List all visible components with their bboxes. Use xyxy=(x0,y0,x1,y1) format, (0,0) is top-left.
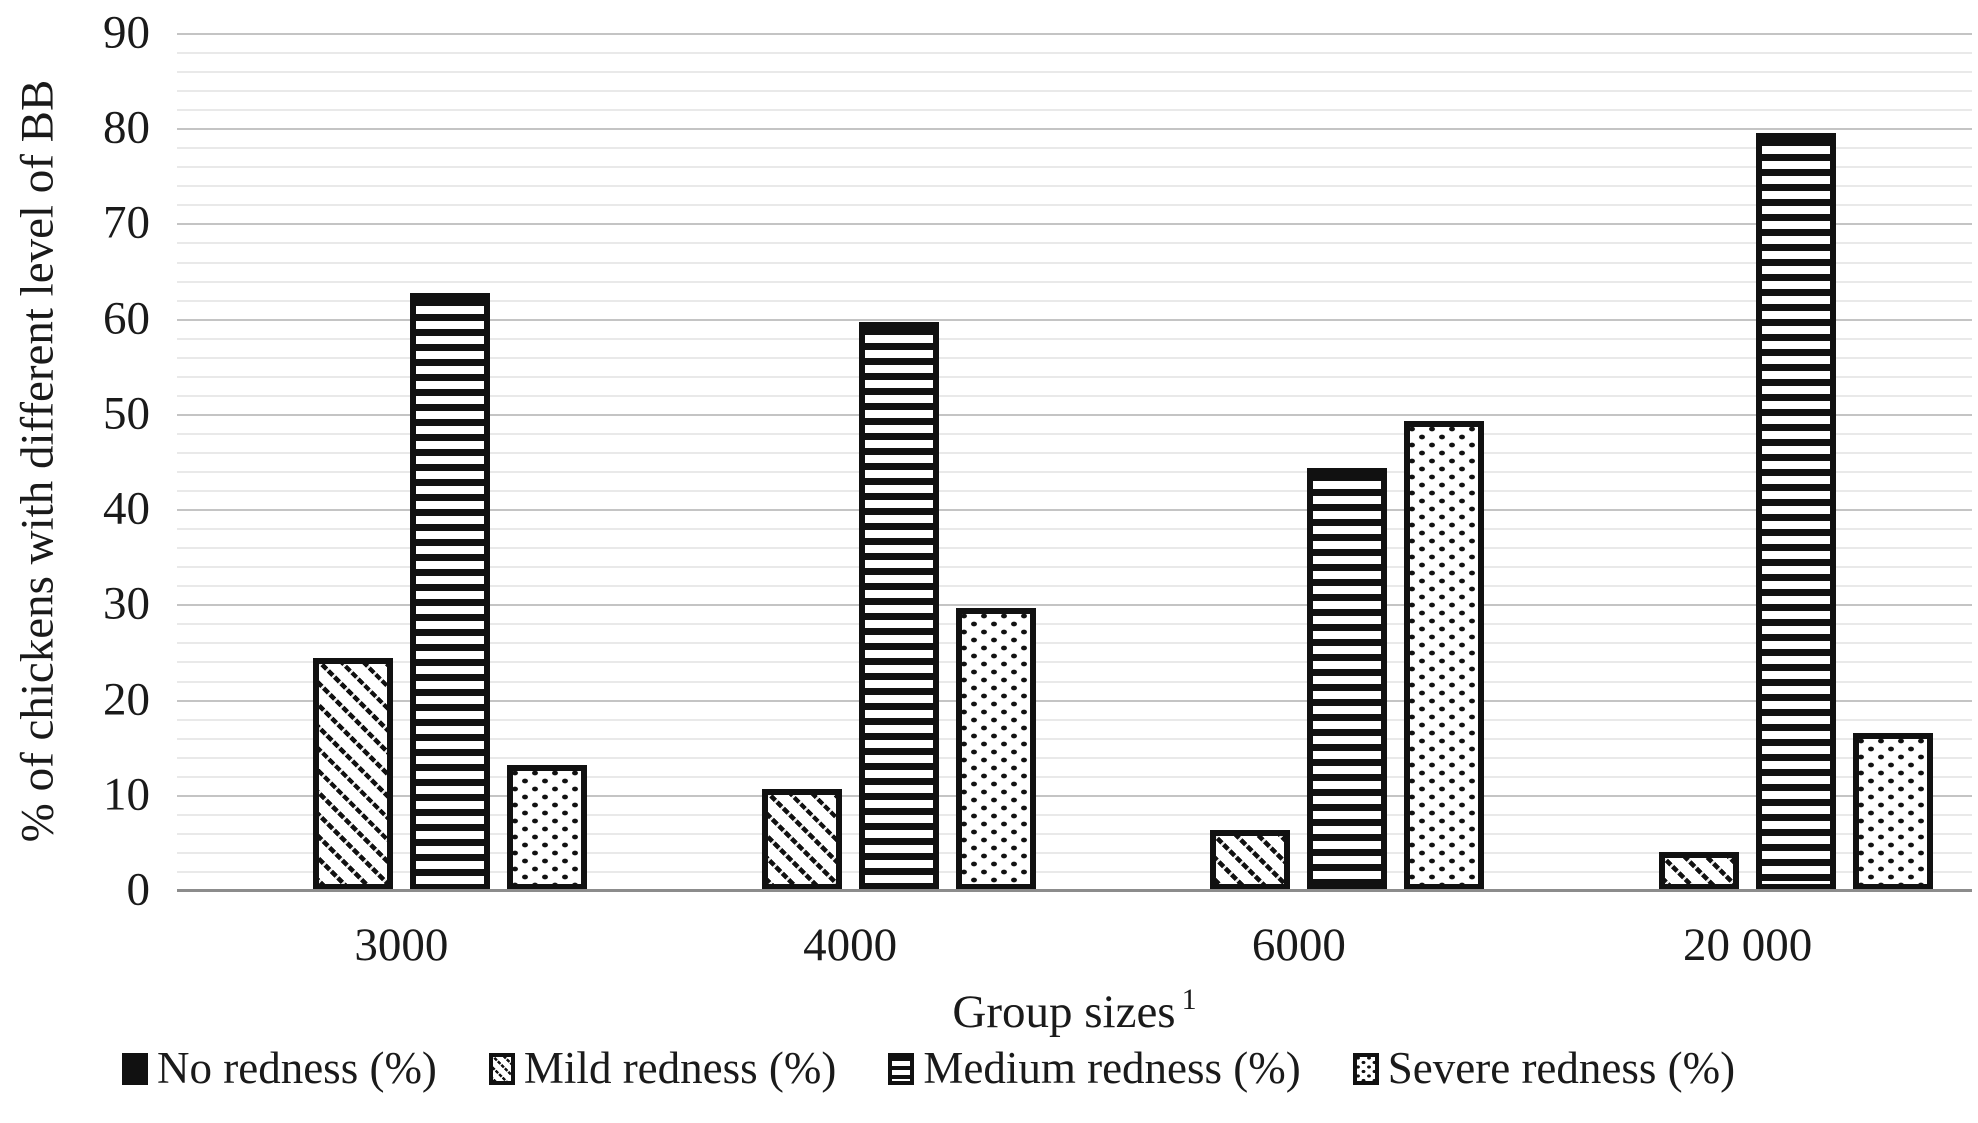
minor-gridline xyxy=(177,680,1972,683)
minor-gridline xyxy=(177,451,1972,454)
bars-layer xyxy=(177,33,1972,890)
x-axis-line xyxy=(177,889,1972,892)
minor-gridline xyxy=(177,280,1972,283)
minor-gridline xyxy=(177,813,1972,816)
legend-label: Medium redness (%) xyxy=(923,1043,1301,1093)
legend-swatch-dots-icon xyxy=(1352,1052,1379,1085)
legend-label: No redness (%) xyxy=(157,1043,437,1093)
x-axis-title: Group sizes 1 xyxy=(177,985,1972,1036)
bar-medium-redness-20-000 xyxy=(1756,132,1837,890)
bar-mild-redness-20-000 xyxy=(1659,851,1740,890)
y-tick-label: 50 xyxy=(103,387,150,440)
minor-gridline xyxy=(177,71,1972,74)
major-gridline xyxy=(177,794,1972,797)
x-axis-title-superscript: 1 xyxy=(1181,983,1197,1016)
category-group-20-000 xyxy=(1523,33,1972,890)
minor-gridline xyxy=(177,432,1972,435)
legend-label: Severe redness (%) xyxy=(1387,1043,1736,1093)
bar-severe-redness-6000 xyxy=(1404,420,1485,890)
minor-gridline xyxy=(177,547,1972,550)
minor-gridline xyxy=(177,166,1972,169)
y-tick-label: 10 xyxy=(103,768,150,821)
legend-label: Mild redness (%) xyxy=(523,1043,837,1093)
bar-severe-redness-20-000 xyxy=(1853,732,1934,890)
minor-gridline xyxy=(177,718,1972,721)
y-tick-label: 30 xyxy=(103,577,150,630)
minor-gridline xyxy=(177,471,1972,474)
bar-mild-redness-4000 xyxy=(761,789,842,890)
bar-medium-redness-4000 xyxy=(858,321,939,890)
plot-area xyxy=(177,33,1972,892)
minor-gridline xyxy=(177,870,1972,873)
minor-gridline xyxy=(177,394,1972,397)
x-tick-label-3000: 3000 xyxy=(354,919,449,971)
minor-gridline xyxy=(177,147,1972,150)
minor-gridline xyxy=(177,566,1972,569)
minor-gridline xyxy=(177,832,1972,835)
legend: No redness (%) Mild redness (%) Medium red… xyxy=(122,1046,1882,1091)
y-axis-title: % of chickens with different level of BB xyxy=(11,79,64,843)
category-group-4000 xyxy=(626,33,1075,890)
legend-swatch-horizontal-icon xyxy=(888,1052,915,1085)
minor-gridline xyxy=(177,261,1972,264)
major-gridline xyxy=(177,318,1972,321)
minor-gridline xyxy=(177,585,1972,588)
major-gridline xyxy=(177,509,1972,512)
minor-gridline xyxy=(177,642,1972,645)
minor-gridline xyxy=(177,623,1972,626)
minor-gridline xyxy=(177,737,1972,740)
legend-swatch-diagonal-icon xyxy=(488,1052,515,1085)
minor-gridline xyxy=(177,204,1972,207)
x-tick-label-4000: 4000 xyxy=(803,919,898,971)
minor-gridline xyxy=(177,851,1972,854)
minor-gridline xyxy=(177,299,1972,302)
bar-medium-redness-6000 xyxy=(1307,468,1388,890)
minor-gridline xyxy=(177,775,1972,778)
minor-gridline xyxy=(177,661,1972,664)
major-gridline xyxy=(177,128,1972,131)
x-tick-label-20-000: 20 000 xyxy=(1683,919,1813,971)
minor-gridline xyxy=(177,185,1972,188)
minor-gridline xyxy=(177,52,1972,55)
minor-gridline xyxy=(177,90,1972,93)
major-gridline xyxy=(177,413,1972,416)
minor-gridline xyxy=(177,242,1972,245)
y-tick-label: 0 xyxy=(126,863,151,916)
y-tick-label: 40 xyxy=(103,482,150,535)
minor-gridline xyxy=(177,375,1972,378)
major-gridline xyxy=(177,223,1972,226)
x-tick-label-6000: 6000 xyxy=(1251,919,1346,971)
minor-gridline xyxy=(177,356,1972,359)
y-tick-label: 20 xyxy=(103,673,150,726)
legend-swatch-solid-icon xyxy=(122,1052,148,1085)
category-group-3000 xyxy=(177,33,626,890)
major-gridline xyxy=(177,604,1972,607)
legend-item-no-redness: No redness (%) xyxy=(122,1046,437,1091)
minor-gridline xyxy=(177,756,1972,759)
y-tick-label: 80 xyxy=(103,101,150,154)
legend-item-medium-redness: Medium redness (%) xyxy=(888,1043,1301,1093)
bar-mild-redness-3000 xyxy=(312,657,393,890)
major-gridline xyxy=(177,33,1972,35)
x-axis-title-text: Group sizes xyxy=(952,986,1176,1038)
minor-gridline xyxy=(177,490,1972,493)
bar-severe-redness-3000 xyxy=(506,765,587,890)
y-tick-label: 60 xyxy=(103,292,150,345)
minor-gridline xyxy=(177,337,1972,340)
minor-gridline xyxy=(177,528,1972,531)
bar-mild-redness-6000 xyxy=(1210,830,1291,890)
legend-item-severe-redness: Severe redness (%) xyxy=(1352,1043,1736,1093)
minor-gridline xyxy=(177,109,1972,112)
major-gridline xyxy=(177,699,1972,702)
legend-item-mild-redness: Mild redness (%) xyxy=(488,1043,837,1093)
category-group-6000 xyxy=(1075,33,1524,890)
y-tick-label: 70 xyxy=(103,196,150,249)
y-tick-label: 90 xyxy=(103,6,150,59)
bar-medium-redness-3000 xyxy=(409,292,490,890)
bar-severe-redness-4000 xyxy=(955,608,1036,890)
